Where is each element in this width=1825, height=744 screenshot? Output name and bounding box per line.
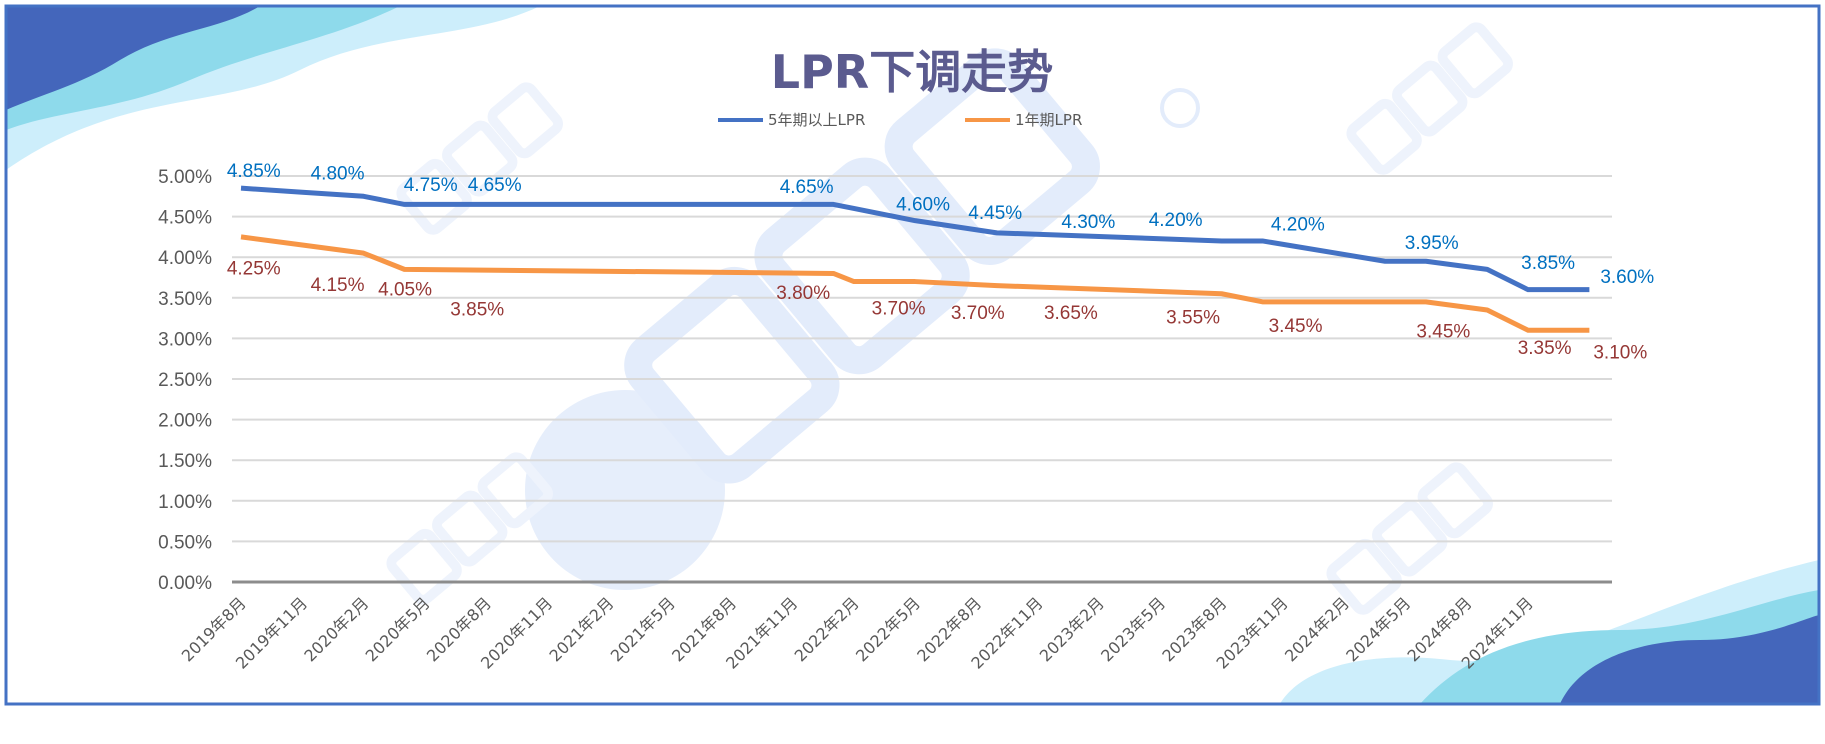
watermark-mark (1326, 462, 1493, 615)
data-label: 4.75% (404, 175, 458, 196)
x-tick-label: 2024年2月 (1281, 593, 1353, 665)
x-tick-label: 2022年2月 (791, 593, 863, 665)
data-label: 4.25% (227, 259, 281, 280)
data-label: 3.45% (1416, 322, 1470, 343)
data-label: 3.80% (776, 283, 830, 304)
background-decoration (6, 6, 1819, 704)
data-label: 3.55% (1166, 308, 1220, 329)
data-label: 3.85% (1521, 253, 1575, 274)
data-label: 3.70% (951, 303, 1005, 324)
data-label: 4.45% (968, 203, 1022, 224)
data-label: 4.60% (896, 195, 950, 216)
x-tick-label: 2020年2月 (300, 593, 372, 665)
y-axis: 0.00% 0.50% 1.00% 1.50% 2.00% 2.50% 3.00% 3.50%… (158, 167, 212, 594)
data-labels: 4.85% 4.80% 4.75% 4.65% 4.65% 4.60% 4.45% 4.30%… (227, 161, 1654, 364)
data-label: 3.35% (1518, 338, 1572, 359)
data-label: 4.85% (227, 161, 281, 182)
data-label: 3.70% (872, 298, 926, 319)
x-tick-label: 2021年2月 (546, 593, 618, 665)
y-tick-label: 0.00% (158, 573, 212, 594)
x-tick-label: 2023年2月 (1036, 593, 1108, 665)
wave-shape (6, 6, 260, 110)
data-label: 4.80% (311, 163, 365, 184)
data-label: 4.65% (780, 177, 834, 198)
data-label: 4.20% (1149, 210, 1203, 231)
data-label: 3.60% (1600, 267, 1654, 288)
data-label: 3.95% (1405, 233, 1459, 254)
watermark-glyph-shape (432, 490, 508, 567)
wave-shape (1560, 615, 1819, 704)
watermark-glyph-shape (1437, 22, 1513, 99)
watermark-glyph-shape (1392, 60, 1468, 137)
y-tick-label: 1.00% (158, 492, 212, 513)
legend-label: 5年期以上LPR (768, 111, 865, 129)
data-label: 4.15% (311, 275, 365, 296)
legend: 5年期以上LPR 1年期LPR (718, 111, 1082, 129)
watermark-glyph-shape (487, 82, 563, 159)
y-tick-label: 5.00% (158, 167, 212, 188)
data-label: 4.20% (1271, 214, 1325, 235)
y-tick-label: 0.50% (158, 532, 212, 553)
x-tick-label: 2021年5月 (607, 593, 679, 665)
watermark-glyph-shape (1346, 98, 1422, 175)
x-tick-label: 2020年5月 (362, 593, 434, 665)
data-label: 3.65% (1044, 303, 1098, 324)
chart-title: LPR下调走势 (771, 45, 1053, 99)
watermark-mark (396, 82, 563, 235)
watermark-mark (1346, 22, 1513, 175)
y-tick-label: 3.50% (158, 289, 212, 310)
y-tick-label: 2.00% (158, 411, 212, 432)
watermark-glyph-shape (442, 120, 518, 197)
watermark-glyph-shape (477, 452, 553, 529)
chart-frame (4, 4, 1821, 706)
y-tick-label: 4.50% (158, 208, 212, 229)
data-label: 3.10% (1593, 343, 1647, 364)
series-line-5y (240, 185, 1590, 293)
series-lines (240, 185, 1590, 333)
series-line-1y (240, 234, 1590, 333)
y-tick-label: 4.00% (158, 248, 212, 269)
y-tick-label: 3.00% (158, 329, 212, 350)
y-tick-label: 2.50% (158, 370, 212, 391)
legend-label: 1年期LPR (1015, 111, 1082, 129)
data-label: 3.85% (450, 299, 504, 320)
watermark-glyph-shape (1326, 538, 1402, 615)
watermark-glyph-shape (1417, 462, 1493, 539)
data-label: 4.30% (1061, 212, 1115, 233)
x-tick-label: 2022年5月 (852, 593, 924, 665)
x-axis: 2019年8月2019年11月2020年2月2020年5月2020年8月2020… (178, 593, 1537, 672)
data-label: 4.65% (468, 175, 522, 196)
watermark-glyph-shape (884, 48, 1100, 265)
x-tick-label: 2023年5月 (1097, 593, 1169, 665)
y-tick-label: 1.50% (158, 451, 212, 472)
watermark-circle (525, 390, 725, 590)
data-label: 4.05% (378, 280, 432, 301)
data-label: 3.45% (1269, 316, 1323, 337)
gridlines (232, 175, 1612, 584)
watermark-registered-mark (1160, 88, 1200, 128)
watermark-glyph-shape (1372, 500, 1448, 577)
watermark-logo (386, 22, 1513, 615)
